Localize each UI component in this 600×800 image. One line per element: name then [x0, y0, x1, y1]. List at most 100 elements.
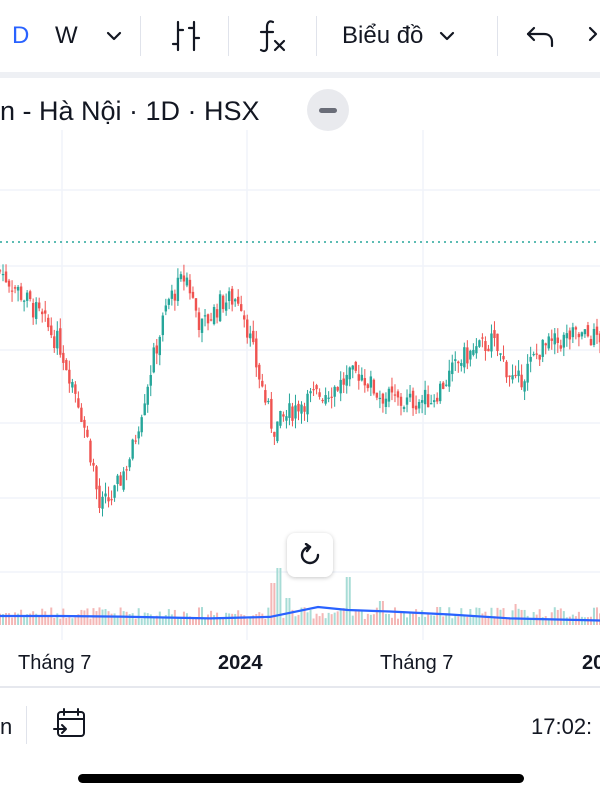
candle-body: [300, 404, 303, 414]
candle-body: [161, 315, 165, 336]
volume-bar: [285, 598, 288, 625]
candle-body: [74, 384, 77, 394]
candle-body: [146, 386, 149, 405]
candle-body: [65, 360, 68, 371]
candle-body: [466, 347, 469, 364]
candle-body: [68, 369, 71, 384]
undo-button[interactable]: [524, 14, 556, 58]
candle-body: [577, 333, 581, 338]
candle-body: [270, 398, 273, 429]
candle-body: [517, 370, 520, 377]
volume-bar: [442, 616, 445, 625]
volume-bar: [505, 618, 508, 625]
candle-body: [297, 403, 300, 412]
volume-bar: [538, 609, 541, 625]
candle-body: [4, 271, 8, 283]
price-chart[interactable]: [0, 130, 600, 640]
volume-bar: [134, 618, 137, 625]
candle-body: [508, 375, 511, 377]
candle-body: [125, 469, 128, 471]
bottom-toolbar: n 17:02:: [0, 688, 600, 758]
volume-bar: [149, 614, 152, 625]
candle-body: [420, 400, 424, 403]
interval-week-button[interactable]: W: [55, 22, 78, 49]
symbol-legend[interactable]: n - Hà Nội · 1D · HSX: [0, 90, 260, 132]
go-to-date-button[interactable]: [52, 706, 88, 748]
redo-button[interactable]: [586, 14, 600, 58]
volume-bar: [77, 614, 80, 625]
volume-bar: [463, 616, 466, 625]
volume-bar: [44, 611, 47, 625]
volume-bar: [562, 611, 565, 625]
volume-bar: [288, 598, 291, 625]
volume-bar: [264, 618, 267, 625]
candle-body: [218, 294, 222, 322]
candle-body: [487, 348, 490, 352]
candle-body: [273, 431, 276, 437]
candle-body: [399, 396, 403, 406]
candle-body: [559, 345, 563, 349]
chevron-down-icon: [440, 31, 455, 41]
candle-body: [167, 299, 171, 305]
candle-body: [411, 390, 415, 409]
candle-body: [432, 400, 436, 403]
bar-style-button[interactable]: [168, 14, 204, 58]
volume-bar: [333, 612, 336, 625]
bottom-separator: [26, 706, 27, 744]
volume-bar: [421, 610, 424, 625]
volume-bar: [526, 615, 529, 625]
volume-bar: [276, 568, 279, 625]
legend-collapse-button[interactable]: [307, 89, 349, 131]
candle-body: [324, 395, 327, 404]
candle-body: [170, 290, 174, 299]
candle-body: [37, 302, 41, 309]
volume-bar: [327, 612, 330, 625]
candle-body: [233, 299, 237, 302]
candle-body: [98, 485, 101, 508]
volume-bar: [369, 614, 372, 625]
volume-bar: [56, 613, 59, 625]
volume-bar: [354, 609, 357, 625]
volume-ma-line: [0, 605, 600, 622]
candle-body: [291, 406, 294, 421]
volume-bar: [400, 612, 403, 625]
volume-bar: [74, 617, 77, 625]
volume-bar: [592, 607, 595, 625]
candle-body: [589, 339, 593, 346]
indicators-button[interactable]: [255, 14, 289, 58]
volume-bar: [520, 609, 523, 625]
candle-body: [423, 389, 427, 405]
candle-body: [236, 296, 240, 304]
chart-type-dropdown[interactable]: Biểu đồ: [342, 14, 457, 58]
volume-bar: [357, 609, 360, 625]
reset-chart-button[interactable]: [287, 533, 333, 577]
candle-body: [556, 337, 559, 344]
volume-bar: [300, 607, 303, 625]
toolbar-separator: [228, 16, 229, 56]
volume-bar: [433, 615, 436, 625]
volume-bar: [514, 604, 517, 625]
candle-body: [499, 353, 502, 355]
volume-bar: [351, 615, 354, 625]
bottom-left-text: n: [0, 714, 13, 739]
candle-body: [47, 317, 50, 328]
candle-body: [538, 354, 541, 360]
volume-bar: [155, 615, 158, 625]
candle-body: [212, 307, 216, 325]
volume-bar: [258, 612, 261, 625]
volume-bar: [116, 616, 119, 625]
interval-day-button[interactable]: D: [12, 22, 30, 49]
time-axis[interactable]: Tháng 7 2024 Tháng 7 20: [0, 640, 600, 686]
candle-body: [583, 329, 587, 335]
interval-dropdown-button[interactable]: [104, 14, 124, 58]
candle-body: [1, 273, 5, 276]
volume-bar: [523, 609, 526, 625]
volume-bar: [204, 618, 207, 625]
candle-body: [288, 403, 291, 418]
volume-bar: [390, 617, 393, 625]
volume-bar: [164, 614, 167, 625]
volume-bar: [207, 614, 210, 625]
candle-body: [19, 286, 23, 300]
volume-bar: [297, 614, 300, 625]
candle-body: [59, 328, 62, 355]
